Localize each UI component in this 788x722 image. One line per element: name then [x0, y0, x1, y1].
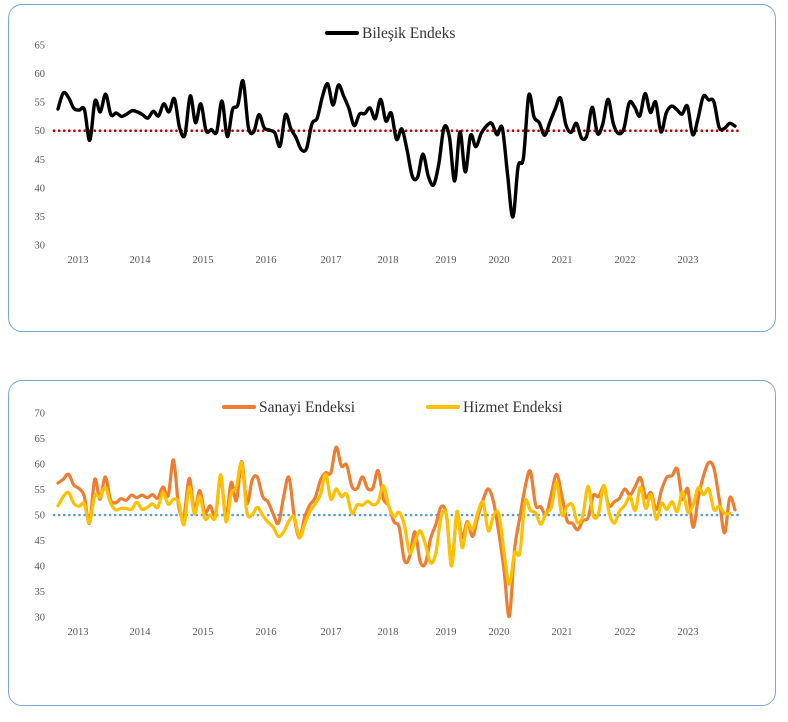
- x-tick-label: 2018: [378, 627, 399, 638]
- y-tick-label: 45: [35, 155, 46, 166]
- y-tick-label: 65: [35, 41, 46, 52]
- x-tick-label: 2021: [552, 255, 573, 266]
- x-tick-label: 2022: [615, 255, 636, 266]
- x-tick-label: 2016: [256, 255, 277, 266]
- legend-label-hizmet-endeksi: Hizmet Endeksi: [463, 399, 563, 416]
- x-tick-label: 2023: [678, 255, 699, 266]
- y-tick-label: 60: [35, 69, 46, 80]
- x-tick-label: 2021: [552, 627, 573, 638]
- x-tick-label: 2015: [193, 255, 214, 266]
- x-tick-label: 2016: [256, 627, 277, 638]
- x-tick-label: 2013: [68, 627, 89, 638]
- legend-label-sanayi-endeksi: Sanayi Endeksi: [259, 399, 356, 416]
- series-line-sanayi-endeksi: [56, 445, 737, 619]
- y-tick-label: 50: [35, 126, 46, 137]
- series-line-bile-ik-endeks: [56, 79, 737, 219]
- x-tick-label: 2015: [193, 627, 214, 638]
- y-tick-label: 50: [35, 511, 46, 522]
- industry-services-chart-panel: 30 35 40 45 50 55 60 65 70 2013 2014 2015 2016 2017 20…: [8, 380, 776, 706]
- y-tick-label: 30: [35, 241, 46, 252]
- y-tick-label: 55: [35, 485, 46, 496]
- y-tick-label: 65: [35, 434, 46, 445]
- x-tick-label: 2017: [321, 255, 342, 266]
- x-tick-label: 2019: [436, 255, 457, 266]
- legend-label-bile-ik-endeks: Bileşik Endeks: [362, 25, 455, 42]
- composite-index-chart: 30 35 40 45 50 55 60 65 2013 2014 2015 2016 2017 2018…: [35, 25, 741, 266]
- x-tick-label: 2018: [378, 255, 399, 266]
- x-tick-label: 2014: [130, 255, 152, 266]
- x-tick-label: 2020: [489, 255, 510, 266]
- x-tick-label: 2023: [678, 627, 699, 638]
- x-tick-label: 2014: [130, 627, 152, 638]
- x-tick-label: 2020: [489, 627, 510, 638]
- x-tick-label: 2022: [615, 627, 636, 638]
- composite-index-chart-panel: 30 35 40 45 50 55 60 65 2013 2014 2015 2016 2017 2018…: [8, 4, 776, 332]
- x-tick-label: 2017: [321, 627, 342, 638]
- y-tick-label: 70: [35, 409, 46, 420]
- y-tick-label: 30: [35, 613, 46, 624]
- y-tick-label: 45: [35, 536, 46, 547]
- y-tick-label: 35: [35, 212, 46, 223]
- y-tick-label: 60: [35, 460, 46, 471]
- y-tick-label: 40: [35, 562, 46, 573]
- x-tick-label: 2013: [68, 255, 89, 266]
- industry-services-chart: 30 35 40 45 50 55 60 65 70 2013 2014 2015 2016 2017 20…: [35, 399, 741, 638]
- y-tick-label: 40: [35, 183, 46, 194]
- series-line-hizmet-endeksi: [56, 460, 732, 586]
- y-tick-label: 35: [35, 587, 46, 598]
- x-tick-label: 2019: [436, 627, 457, 638]
- y-tick-label: 55: [35, 98, 46, 109]
